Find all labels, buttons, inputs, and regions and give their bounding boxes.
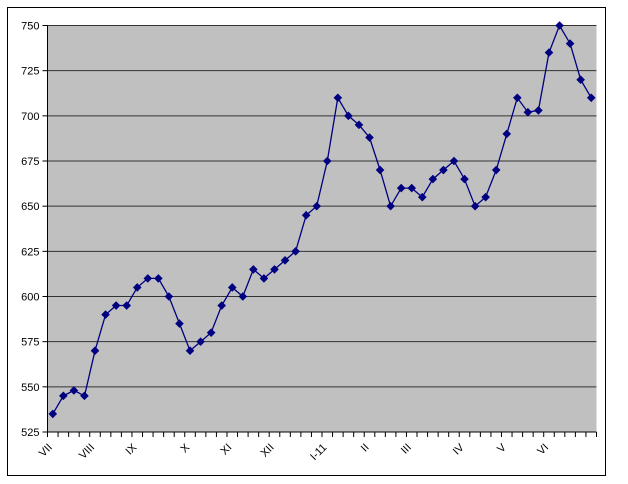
data-point-marker[interactable] [555, 21, 564, 30]
data-point-marker[interactable] [185, 346, 195, 356]
x-axis-month-label: VII [37, 442, 55, 460]
data-point-marker[interactable] [396, 183, 406, 193]
data-point-marker[interactable] [344, 111, 353, 121]
data-point-marker[interactable] [80, 391, 89, 401]
x-axis-month-label: IV [451, 441, 467, 457]
data-point-marker[interactable] [196, 337, 205, 346]
data-point-marker[interactable] [217, 301, 227, 310]
data-point-marker[interactable] [586, 93, 596, 103]
x-axis-month-label: XI [219, 442, 235, 458]
data-point-marker[interactable] [460, 174, 469, 184]
y-axis-label: 725 [21, 66, 39, 78]
data-point-marker[interactable] [270, 265, 279, 274]
y-axis-label: 700 [21, 111, 39, 123]
x-axis-month-label: VI [535, 442, 551, 458]
plot-area[interactable] [47, 25, 597, 433]
x-axis-month-label: X [178, 441, 192, 455]
data-point-marker[interactable] [417, 192, 427, 202]
data-point-marker[interactable] [534, 106, 543, 115]
x-axis-month-label: XII [259, 442, 277, 460]
y-axis-label: 575 [21, 337, 39, 349]
data-point-marker[interactable] [249, 265, 258, 274]
data-point-marker[interactable] [301, 210, 311, 220]
data-point-marker[interactable] [90, 346, 100, 356]
data-point-marker[interactable] [227, 283, 237, 292]
data-point-marker[interactable] [365, 133, 374, 142]
x-axis-month-label: IX [124, 441, 140, 457]
y-axis-label: 625 [21, 246, 39, 258]
x-axis-month-label: I-11 [308, 442, 329, 463]
data-point-marker[interactable] [206, 328, 216, 337]
data-point-marker[interactable] [513, 93, 522, 103]
data-point-marker[interactable] [69, 386, 79, 395]
y-axis-label: 525 [21, 427, 39, 439]
data-point-marker[interactable] [164, 292, 174, 301]
data-point-marker[interactable] [439, 165, 448, 175]
data-point-marker[interactable] [175, 319, 184, 328]
data-point-marker[interactable] [122, 301, 131, 310]
data-point-marker[interactable] [291, 247, 300, 256]
data-point-marker[interactable] [491, 165, 501, 175]
x-axis-month-label: V [495, 441, 509, 455]
data-point-marker[interactable] [101, 310, 110, 319]
data-point-marker[interactable] [449, 156, 459, 166]
data-point-marker[interactable] [407, 183, 417, 193]
data-point-marker[interactable] [238, 292, 248, 301]
x-axis-month-label: III [399, 442, 414, 457]
data-point-marker[interactable] [143, 274, 153, 283]
data-point-marker[interactable] [502, 129, 512, 139]
series-line[interactable] [52, 24, 592, 415]
data-point-marker[interactable] [259, 274, 269, 283]
data-point-marker[interactable] [48, 409, 58, 419]
y-axis-label: 675 [21, 156, 39, 168]
data-point-marker[interactable] [470, 201, 480, 211]
x-axis-month-label: II [359, 442, 372, 455]
data-point-marker[interactable] [386, 201, 395, 211]
data-point-marker[interactable] [481, 192, 490, 202]
data-point-marker[interactable] [312, 201, 322, 211]
data-point-marker[interactable] [576, 75, 585, 85]
data-point-marker[interactable] [111, 301, 121, 310]
y-axis-label: 550 [21, 382, 39, 394]
data-point-marker[interactable] [154, 274, 163, 283]
y-axis-label: 750 [21, 21, 39, 33]
data-point-marker[interactable] [544, 48, 554, 57]
data-point-marker[interactable] [280, 256, 290, 265]
y-axis-label: 600 [21, 292, 39, 304]
data-point-marker[interactable] [333, 93, 343, 103]
x-axis-month-label: VIII [77, 442, 97, 462]
data-point-marker[interactable] [523, 107, 533, 117]
chart-frame: 750 725 700 675 650 625 600 575 550 525 VII VIII IX X… [7, 7, 606, 476]
data-point-marker[interactable] [375, 165, 385, 175]
data-point-marker[interactable] [132, 283, 142, 292]
data-point-marker[interactable] [59, 391, 68, 401]
y-axis-label: 650 [21, 201, 39, 213]
data-point-marker[interactable] [428, 174, 438, 184]
data-point-marker[interactable] [565, 39, 575, 48]
data-point-marker[interactable] [322, 156, 332, 166]
data-point-marker[interactable] [354, 120, 364, 130]
